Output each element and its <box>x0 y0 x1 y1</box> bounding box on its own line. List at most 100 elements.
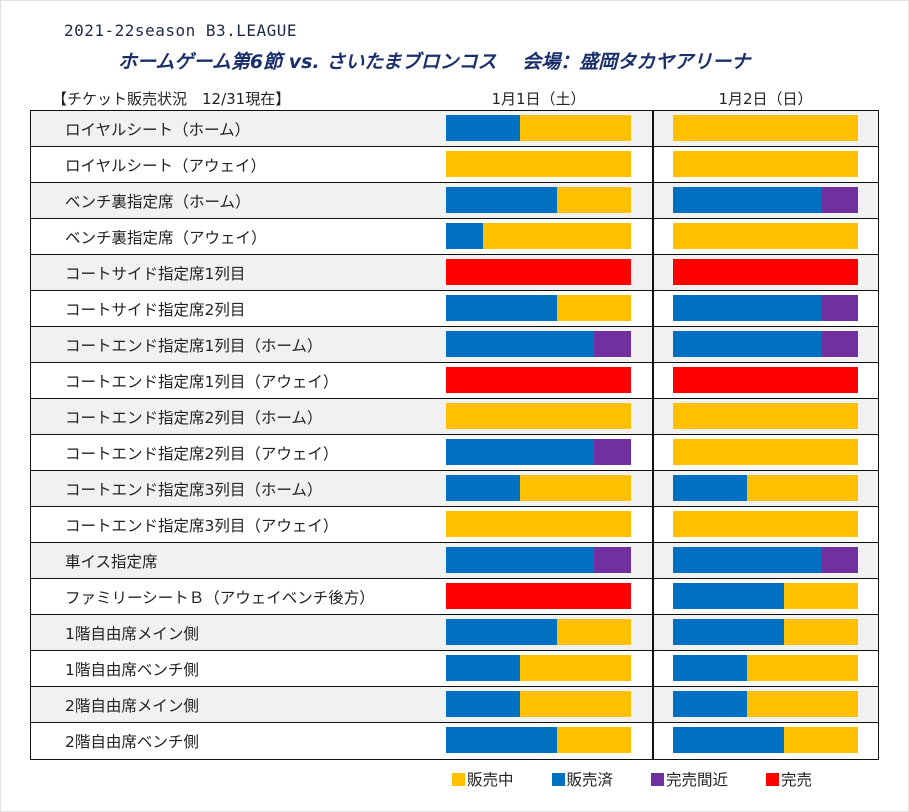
seat-label: 1階自由席ベンチ側 <box>65 661 199 679</box>
day1-status-bar <box>446 691 631 717</box>
bar-segment-sold <box>446 187 557 213</box>
seat-label: 車イス指定席 <box>65 553 158 571</box>
seat-label: コートエンド指定席3列目（ホーム） <box>65 481 323 499</box>
seat-label: ベンチ裏指定席（ホーム） <box>65 193 251 211</box>
day1-status-bar <box>446 619 631 645</box>
legend-label: 販売中 <box>467 771 514 789</box>
legend-swatch-icon <box>452 772 465 786</box>
bar-segment-sold <box>673 295 821 321</box>
day1-status-bar <box>446 295 631 321</box>
legend-item-sold-out: 完売 <box>766 768 812 790</box>
seat-label: コートエンド指定席3列目（アウェイ） <box>65 517 339 535</box>
seat-label: コートサイド指定席2列目 <box>65 301 246 319</box>
seat-label: 2階自由席メイン側 <box>65 697 199 715</box>
table-row: ファミリーシートＢ（アウェイベンチ後方） <box>31 579 878 615</box>
bar-segment-nearly-sold-out <box>821 331 858 357</box>
day2-status-bar <box>673 295 858 321</box>
day2-status-bar <box>673 439 858 465</box>
column-divider <box>652 579 654 614</box>
seat-label: ベンチ裏指定席（アウェイ） <box>65 229 267 247</box>
table-row: コートサイド指定席2列目 <box>31 291 878 327</box>
bar-segment-sold <box>446 331 594 357</box>
table-row: コートエンド指定席1列目（アウェイ） <box>31 363 878 399</box>
bar-segment-sold <box>446 691 520 717</box>
bar-segment-on-sale <box>520 115 631 141</box>
legend-swatch-icon <box>651 772 665 786</box>
table-row: 2階自由席メイン側 <box>31 687 878 723</box>
bar-segment-on-sale <box>446 511 631 537</box>
bar-segment-sold <box>446 295 557 321</box>
table-row: コートエンド指定席1列目（ホーム） <box>31 327 878 363</box>
bar-segment-on-sale <box>557 619 631 645</box>
bar-segment-on-sale <box>747 655 858 681</box>
column-divider <box>652 507 654 542</box>
bar-segment-sold <box>673 475 747 501</box>
bar-segment-nearly-sold-out <box>594 547 631 573</box>
bar-segment-nearly-sold-out <box>821 187 858 213</box>
day1-status-bar <box>446 511 631 537</box>
bar-segment-nearly-sold-out <box>821 295 858 321</box>
bar-segment-on-sale <box>673 223 858 249</box>
bar-segment-on-sale <box>520 691 631 717</box>
column-divider <box>652 723 654 759</box>
day2-status-bar <box>673 619 858 645</box>
day2-status-bar <box>673 583 858 609</box>
day1-status-bar <box>446 151 631 177</box>
legend-swatch-icon <box>551 772 565 786</box>
seat-label: コートエンド指定席1列目（ホーム） <box>65 337 323 355</box>
bar-segment-sold-out <box>446 583 631 609</box>
legend-item-on-sale: 販売中 <box>452 768 514 790</box>
bar-segment-sold <box>673 691 747 717</box>
bar-segment-on-sale <box>747 691 858 717</box>
bar-segment-on-sale <box>784 619 858 645</box>
bar-segment-on-sale <box>673 511 858 537</box>
bar-segment-sold <box>446 655 520 681</box>
day1-status-bar <box>446 475 631 501</box>
bar-segment-on-sale <box>784 583 858 609</box>
bar-segment-on-sale <box>446 151 631 177</box>
bar-segment-sold <box>673 619 784 645</box>
ticket-status-table: ロイヤルシート（ホーム） ロイヤルシート（アウェイ） ベンチ裏指定席（ホーム） ベンチ… <box>30 110 879 760</box>
day1-status-bar <box>446 331 631 357</box>
day2-status-bar <box>673 403 858 429</box>
day1-status-bar <box>446 223 631 249</box>
column-divider <box>652 219 654 254</box>
day2-status-bar <box>673 223 858 249</box>
day2-status-bar <box>673 655 858 681</box>
table-row: コートエンド指定席3列目（アウェイ） <box>31 507 878 543</box>
table-row: コートエンド指定席3列目（ホーム） <box>31 471 878 507</box>
column-divider <box>652 471 654 506</box>
seat-label: コートエンド指定席2列目（ホーム） <box>65 409 323 427</box>
season-label: 2021-22season B3.LEAGUE <box>64 21 298 40</box>
bar-segment-on-sale <box>784 727 858 753</box>
bar-segment-sold <box>446 547 594 573</box>
legend: 販売中 販売済 完売間近 完売 <box>452 768 812 790</box>
seat-label: 1階自由席メイン側 <box>65 625 199 643</box>
day1-status-bar <box>446 367 631 393</box>
day2-header: 1月2日（日） <box>718 90 813 108</box>
column-divider <box>652 147 654 182</box>
table-row: 1階自由席ベンチ側 <box>31 651 878 687</box>
day2-status-bar <box>673 691 858 717</box>
column-divider <box>652 615 654 650</box>
column-divider <box>652 687 654 722</box>
day1-status-bar <box>446 655 631 681</box>
day2-status-bar <box>673 331 858 357</box>
bar-segment-nearly-sold-out <box>821 547 858 573</box>
day1-status-bar <box>446 727 631 753</box>
column-divider <box>652 327 654 362</box>
bar-segment-sold-out <box>446 367 631 393</box>
day2-status-bar <box>673 727 858 753</box>
table-row: コートサイド指定席1列目 <box>31 255 878 291</box>
table-row: ロイヤルシート（アウェイ） <box>31 147 878 183</box>
seat-label: コートエンド指定席1列目（アウェイ） <box>65 373 339 391</box>
day1-status-bar <box>446 403 631 429</box>
bar-segment-sold <box>446 475 520 501</box>
bar-segment-sold <box>446 115 520 141</box>
day1-status-bar <box>446 115 631 141</box>
bar-segment-sold-out <box>673 259 858 285</box>
day2-status-bar <box>673 475 858 501</box>
day2-status-bar <box>673 151 858 177</box>
column-divider <box>652 651 654 686</box>
legend-swatch-icon <box>766 772 780 786</box>
